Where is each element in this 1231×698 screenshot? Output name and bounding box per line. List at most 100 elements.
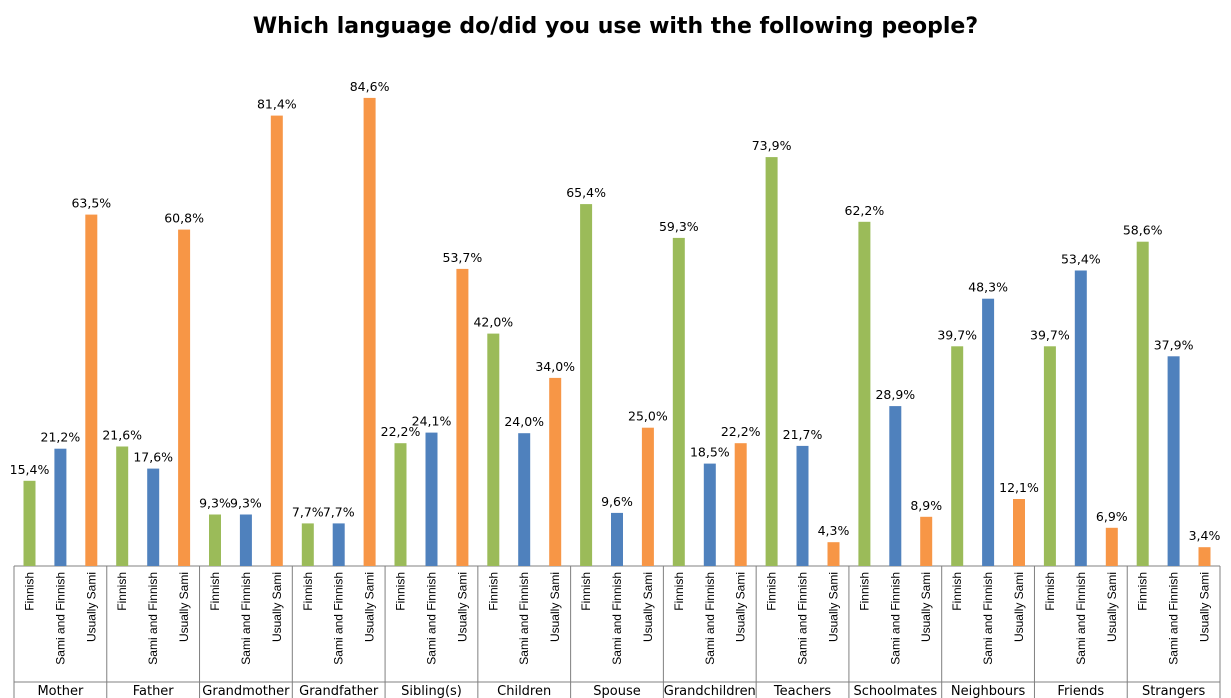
series-tick-label: Finnish xyxy=(486,572,500,611)
data-label: 81,4% xyxy=(257,97,297,112)
series-tick-label: Sami and Finnish xyxy=(796,572,810,665)
bar xyxy=(1167,356,1180,566)
series-tick-label: Sami and Finnish xyxy=(1074,572,1088,665)
data-label: 37,9% xyxy=(1154,337,1194,352)
bar xyxy=(889,406,902,566)
series-tick-label: Usually Sami xyxy=(84,572,98,642)
data-label: 53,7% xyxy=(443,250,483,265)
bar xyxy=(270,115,283,566)
data-label: 3,4% xyxy=(1189,528,1221,543)
data-label: 6,9% xyxy=(1096,509,1128,524)
series-tick-label: Sami and Finnish xyxy=(517,572,531,665)
series-tick-label: Usually Sami xyxy=(270,572,284,642)
bar xyxy=(85,214,98,566)
data-label: 59,3% xyxy=(659,219,699,234)
series-tick-label: Sami and Finnish xyxy=(981,572,995,665)
series-tick-label: Sami and Finnish xyxy=(146,572,160,665)
chart-title: Which language do/did you use with the f… xyxy=(252,14,979,39)
data-label: 24,0% xyxy=(504,414,544,429)
data-label: 39,7% xyxy=(937,327,977,342)
bar xyxy=(611,512,623,566)
category-label: Grandfather xyxy=(299,684,379,698)
data-label: 17,6% xyxy=(133,450,173,465)
data-label: 7,7% xyxy=(292,504,324,519)
category-label: Strangers xyxy=(1142,684,1205,698)
series-tick-label: Usually Sami xyxy=(363,572,377,642)
series-tick-label: Sami and Finnish xyxy=(703,572,717,665)
bar xyxy=(301,523,314,566)
data-label: 21,6% xyxy=(102,428,142,443)
series-tick-label: Usually Sami xyxy=(641,572,655,642)
data-label: 58,6% xyxy=(1123,223,1163,238)
data-label: 39,7% xyxy=(1030,327,1070,342)
series-tick-label: Usually Sami xyxy=(177,572,191,642)
data-label: 21,2% xyxy=(41,430,81,445)
data-label: 53,4% xyxy=(1061,252,1101,267)
data-label: 9,3% xyxy=(199,496,231,511)
series-tick-label: Finnish xyxy=(23,572,37,611)
bar xyxy=(1198,547,1211,566)
bar xyxy=(1136,241,1149,566)
bar xyxy=(23,480,36,566)
data-label: 21,7% xyxy=(783,427,823,442)
series-tick-label: Sami and Finnish xyxy=(53,572,67,665)
series-tick-label: Finnish xyxy=(857,572,871,611)
series-tick-label: Usually Sami xyxy=(1012,572,1026,642)
bar xyxy=(920,516,933,566)
data-label: 24,1% xyxy=(412,414,452,429)
category-label: Children xyxy=(497,684,551,698)
data-label: 25,0% xyxy=(628,409,668,424)
bar xyxy=(147,468,160,566)
data-label: 15,4% xyxy=(10,462,50,477)
category-label: Schoolmates xyxy=(853,684,937,698)
bar xyxy=(332,523,345,566)
data-label: 28,9% xyxy=(875,387,915,402)
series-tick-label: Sami and Finnish xyxy=(332,572,346,665)
data-label: 7,7% xyxy=(323,504,355,519)
series-tick-label: Usually Sami xyxy=(1198,572,1212,642)
data-label: 42,0% xyxy=(473,315,513,330)
bar xyxy=(209,514,221,566)
bar xyxy=(363,97,376,567)
bar xyxy=(518,433,531,566)
data-label: 12,1% xyxy=(999,480,1039,495)
data-label: 63,5% xyxy=(71,196,111,211)
series-tick-label: Sami and Finnish xyxy=(425,572,439,665)
bar xyxy=(703,463,716,566)
category-label: Father xyxy=(133,684,175,698)
series-tick-label: Usually Sami xyxy=(734,572,748,642)
data-label: 9,6% xyxy=(601,494,633,509)
series-tick-label: Finnish xyxy=(208,572,222,611)
series-tick-label: Finnish xyxy=(1136,572,1150,611)
series-tick-label: Usually Sami xyxy=(1105,572,1119,642)
series-tick-label: Finnish xyxy=(394,572,408,611)
category-label: Grandchildren xyxy=(664,684,756,698)
bar xyxy=(982,298,995,566)
bar xyxy=(239,514,252,566)
bar xyxy=(580,204,593,566)
series-tick-label: Usually Sami xyxy=(455,572,469,642)
category-label: Neighbours xyxy=(951,684,1026,698)
series-tick-label: Usually Sami xyxy=(548,572,562,642)
data-label: 48,3% xyxy=(968,280,1008,295)
data-label: 4,3% xyxy=(818,523,850,538)
data-label: 8,9% xyxy=(910,498,942,513)
series-tick-label: Finnish xyxy=(1043,572,1057,611)
data-label: 65,4% xyxy=(566,185,606,200)
series-tick-label: Sami and Finnish xyxy=(239,572,253,665)
category-label: Friends xyxy=(1057,684,1104,698)
series-tick-label: Finnish xyxy=(579,572,593,611)
bar xyxy=(765,157,778,566)
series-tick-label: Finnish xyxy=(115,572,129,611)
category-label: Mother xyxy=(37,684,84,698)
data-label: 62,2% xyxy=(845,203,885,218)
series-tick-label: Finnish xyxy=(301,572,315,611)
data-label: 9,3% xyxy=(230,496,262,511)
bar xyxy=(796,445,809,566)
series-tick-label: Sami and Finnish xyxy=(888,572,902,665)
bar xyxy=(456,268,469,566)
data-label: 60,8% xyxy=(164,211,204,226)
bar xyxy=(1013,499,1025,566)
series-tick-label: Usually Sami xyxy=(919,572,933,642)
